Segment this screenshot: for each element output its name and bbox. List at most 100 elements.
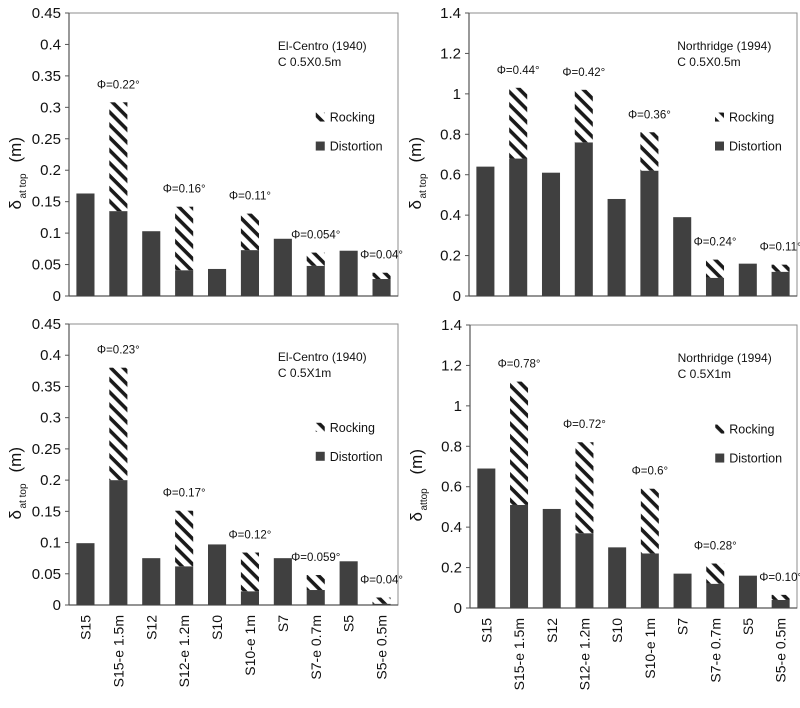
- bar-rocking: [175, 206, 194, 271]
- bar-distortion: [240, 591, 259, 605]
- bar-rocking: [575, 442, 594, 534]
- legend-swatch-rocking: [315, 112, 325, 122]
- legend-label-rocking: Rocking: [330, 421, 375, 435]
- x-category-label: S15: [478, 618, 494, 643]
- bar-distortion: [706, 583, 725, 608]
- panel-title: Northridge (1994): [678, 351, 772, 365]
- legend-label-distortion: Distortion: [330, 450, 383, 464]
- legend-label-rocking: Rocking: [729, 423, 774, 437]
- phi-annotation: Φ=0.04°: [360, 250, 403, 262]
- bar-distortion: [640, 170, 659, 296]
- bar-distortion: [339, 250, 358, 296]
- y-axis-label: δ at top (m): [6, 447, 29, 519]
- y-tick-label: 0: [53, 288, 61, 305]
- y-tick-label: 0.2: [40, 472, 61, 489]
- y-tick-label: 0.3: [40, 99, 61, 116]
- x-category-label: S15-e 1.5m: [110, 615, 126, 687]
- bar-distortion: [771, 599, 790, 608]
- y-tick-label: 0.2: [441, 560, 462, 577]
- bar-distortion: [109, 480, 128, 605]
- bar-distortion: [208, 268, 227, 296]
- bar-distortion: [509, 158, 528, 296]
- y-tick-label: 0.45: [32, 316, 61, 333]
- y-label-symbol: δ: [406, 200, 425, 209]
- chart-panel-2: 0 0.2 0.4 0.6 0.8 1 1.2 1.4 δ at top (m) Northridge…: [406, 5, 800, 305]
- y-label-symbol: δ: [6, 510, 25, 519]
- bar-rocking: [372, 597, 391, 604]
- y-label-symbol: δ: [407, 512, 426, 521]
- bar-rocking: [705, 259, 725, 278]
- legend-label-distortion: Distortion: [729, 140, 782, 154]
- y-tick-label: 0.3: [40, 410, 61, 427]
- bar-distortion: [76, 543, 95, 605]
- bar-distortion: [673, 217, 692, 296]
- y-tick-label: 0.4: [40, 36, 61, 53]
- phi-annotation: Φ=0.28°: [694, 541, 737, 553]
- x-category-label: S12: [143, 615, 159, 640]
- phi-annotation: Φ=0.04°: [360, 575, 403, 587]
- x-category-label: S10-e 1m: [242, 615, 258, 676]
- y-tick-label: 0.25: [32, 441, 61, 458]
- x-category-label: S10: [209, 615, 225, 640]
- bar-distortion: [673, 573, 692, 608]
- bar-rocking: [306, 252, 325, 266]
- bar-rocking: [771, 264, 790, 272]
- y-tick-label: 1.4: [440, 5, 461, 22]
- y-tick-label: 0.05: [32, 257, 61, 274]
- y-tick-label: 0: [453, 288, 461, 305]
- x-category-label: S15: [77, 615, 93, 640]
- y-label-subscript: attop: [419, 488, 430, 511]
- x-category-label: S10-e 1m: [642, 618, 658, 679]
- bar-distortion: [541, 172, 561, 296]
- bar-distortion: [738, 263, 757, 296]
- y-tick-label: 0.1: [40, 535, 61, 552]
- y-tick-label: 0.05: [32, 566, 61, 583]
- bar-rocking: [574, 89, 593, 143]
- bar-distortion: [240, 250, 259, 296]
- legend-label-rocking: Rocking: [729, 111, 774, 125]
- bar-distortion: [608, 547, 627, 608]
- bar-distortion: [477, 468, 496, 608]
- y-label-subscript: at top: [418, 173, 429, 198]
- x-category-label: S7-e 0.7m: [308, 615, 324, 680]
- phi-annotation: Φ=0.11°: [760, 242, 800, 254]
- y-tick-label: 0.8: [440, 126, 461, 143]
- y-label-subscript: at top: [18, 483, 29, 508]
- bar-rocking: [306, 575, 325, 591]
- x-category-label: S7: [275, 615, 291, 632]
- y-tick-label: 0.45: [32, 5, 61, 22]
- phi-annotation: Φ=0.11°: [229, 191, 271, 203]
- y-tick-label: 0.6: [441, 479, 462, 496]
- legend-swatch-distortion: [715, 453, 725, 463]
- y-tick-label: 0.2: [40, 162, 61, 179]
- y-label-unit: (m): [6, 447, 25, 472]
- x-category-label: S5: [740, 618, 756, 635]
- phi-annotation: Φ=0.16°: [163, 184, 206, 196]
- bar-distortion: [109, 211, 128, 296]
- x-category-label: S5-e 0.5m: [773, 618, 789, 683]
- x-category-label: S12-e 1.2m: [576, 618, 592, 690]
- bar-distortion: [372, 603, 391, 605]
- x-category-label: S15-e 1.5m: [511, 618, 527, 690]
- bar-distortion: [372, 279, 391, 296]
- bar-distortion: [142, 558, 161, 605]
- bar-rocking: [240, 552, 259, 592]
- bar-rocking: [640, 132, 659, 171]
- panel-title: Northridge (1994): [677, 39, 771, 53]
- bar-distortion: [510, 504, 529, 608]
- phi-annotation: Φ=0.78°: [498, 359, 541, 371]
- phi-annotation: Φ=0.36°: [628, 109, 671, 121]
- bar-distortion: [273, 238, 292, 296]
- y-label-symbol: δ: [6, 200, 25, 209]
- y-tick-label: 0.4: [441, 519, 462, 536]
- y-label-subscript: at top: [18, 173, 29, 198]
- panel-subtitle: C 0.5X0.5m: [677, 55, 740, 69]
- x-category-label: S10: [609, 618, 625, 643]
- bar-distortion: [306, 265, 325, 296]
- y-tick-label: 1: [453, 86, 461, 103]
- y-tick-label: 0.35: [32, 68, 61, 85]
- panel-subtitle: C 0.5X1m: [278, 366, 331, 380]
- phi-annotation: Φ=0.24°: [694, 237, 737, 249]
- y-tick-label: 0.25: [32, 131, 61, 148]
